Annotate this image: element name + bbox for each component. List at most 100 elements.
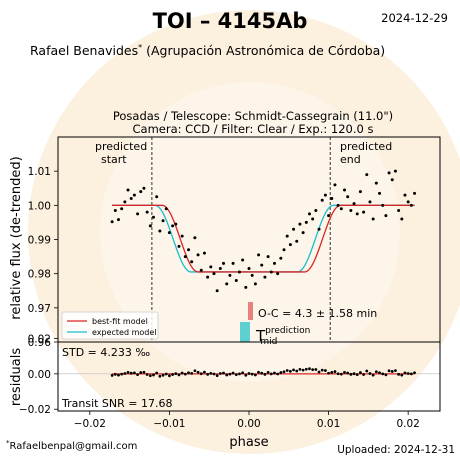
email-text: Rafaelbenpal@gmail.com <box>10 441 138 452</box>
flux-point <box>199 268 203 272</box>
residual-point <box>123 372 127 375</box>
uploaded-date: Uploaded: 2024-12-31 <box>337 444 455 456</box>
residual-point <box>304 367 308 371</box>
residual-point <box>263 372 267 376</box>
residual-point <box>164 372 168 376</box>
flux-point <box>161 219 165 223</box>
flux-point <box>164 207 168 211</box>
residual-y-tick-label: 0.02 <box>28 333 51 345</box>
flux-point <box>272 261 276 265</box>
phase-x-tick-label: −0.01 <box>153 418 185 430</box>
residual-point <box>250 372 254 376</box>
flux-point <box>190 260 194 264</box>
residual-point <box>336 372 340 376</box>
residual-point <box>129 371 133 375</box>
flux-point <box>387 171 391 175</box>
figure-title: TOI – 4145Ab <box>153 9 308 33</box>
flux-panel-layers <box>110 137 417 342</box>
flux-y-tick-label: 1.00 <box>28 200 51 212</box>
flux-point <box>148 224 152 228</box>
residual-point <box>161 373 165 377</box>
flux-point <box>183 255 187 259</box>
flux-point <box>346 195 350 199</box>
residual-point <box>301 368 305 372</box>
flux-point <box>136 212 140 216</box>
phase-x-label: phase <box>229 435 268 450</box>
flux-point <box>374 181 378 185</box>
flux-y-label: relative flux (de-trended) <box>9 156 24 319</box>
flux-point <box>257 253 261 257</box>
flux-point <box>260 263 264 267</box>
residual-point <box>183 372 187 376</box>
flux-point <box>339 207 343 211</box>
residual-point <box>288 369 292 373</box>
residual-point <box>279 371 283 374</box>
phase-x-tick-label: 0.00 <box>237 418 260 430</box>
flux-point <box>292 227 296 231</box>
residual-point <box>145 373 149 376</box>
phase-x-tick-label: −0.02 <box>74 418 106 430</box>
residual-point <box>276 372 280 376</box>
flux-point <box>276 272 280 276</box>
flux-point <box>158 229 162 233</box>
oc-value: O-C = 4.3 ± 1.58 min <box>258 307 377 320</box>
flux-point <box>209 265 213 269</box>
flux-point <box>167 231 171 235</box>
residual-point <box>371 373 375 377</box>
flux-point <box>343 188 346 192</box>
residual-point <box>403 371 407 375</box>
residual-point <box>231 371 235 375</box>
residual-point <box>168 374 171 378</box>
flux-point <box>180 234 184 238</box>
residual-point <box>253 373 257 377</box>
std-value: STD = 4.233 ‰ <box>62 346 150 359</box>
residual-point <box>317 370 321 374</box>
flux-point <box>113 208 117 212</box>
residual-point <box>320 368 324 372</box>
residual-point <box>285 369 289 372</box>
watermark-disc <box>28 10 460 454</box>
author-name: Rafael Benavides <box>30 43 138 58</box>
residual-point <box>381 372 385 376</box>
flux-point <box>397 208 401 212</box>
flux-point <box>174 222 178 226</box>
flux-point <box>285 234 289 238</box>
residual-point <box>152 373 155 377</box>
residual-point <box>308 367 311 371</box>
residuals-panel-layers <box>58 367 440 378</box>
flux-y-tick-label: 0.97 <box>28 303 51 315</box>
predicted-start-label-1: predicted <box>95 140 147 153</box>
chart-title-line1: Posadas / Telescope: Schmidt-Cassegrain … <box>113 109 393 123</box>
residual-point <box>133 371 136 375</box>
flux-point <box>409 203 413 207</box>
flux-point <box>301 231 305 235</box>
residual-point <box>139 371 143 374</box>
email-mark: * <box>6 439 10 447</box>
residual-point <box>346 371 350 375</box>
flux-point <box>323 193 327 197</box>
residual-point <box>158 374 162 378</box>
flux-point <box>393 169 397 173</box>
flux-point <box>400 217 404 221</box>
flux-point <box>282 248 286 252</box>
flux-point <box>317 227 321 231</box>
residual-point <box>228 372 232 376</box>
residual-point <box>180 371 184 375</box>
residual-point <box>193 369 197 373</box>
residual-point <box>260 371 264 375</box>
residual-point <box>266 371 270 374</box>
observation-date: 2024-12-29 <box>381 11 448 25</box>
flux-point <box>365 173 369 177</box>
oc-bar <box>248 302 253 320</box>
residual-point <box>215 374 219 377</box>
author-mark: * <box>138 43 142 52</box>
residual-point <box>349 372 353 376</box>
best-fit-model-curve <box>112 204 415 273</box>
flux-point <box>381 203 385 207</box>
flux-point <box>330 197 334 200</box>
residual-point <box>406 372 410 375</box>
affiliation: (Agrupación Astronómica de Córdoba) <box>146 43 385 58</box>
flux-point <box>320 198 324 202</box>
residual-y-tick-label: 0.00 <box>28 369 51 381</box>
flux-point <box>142 186 146 190</box>
